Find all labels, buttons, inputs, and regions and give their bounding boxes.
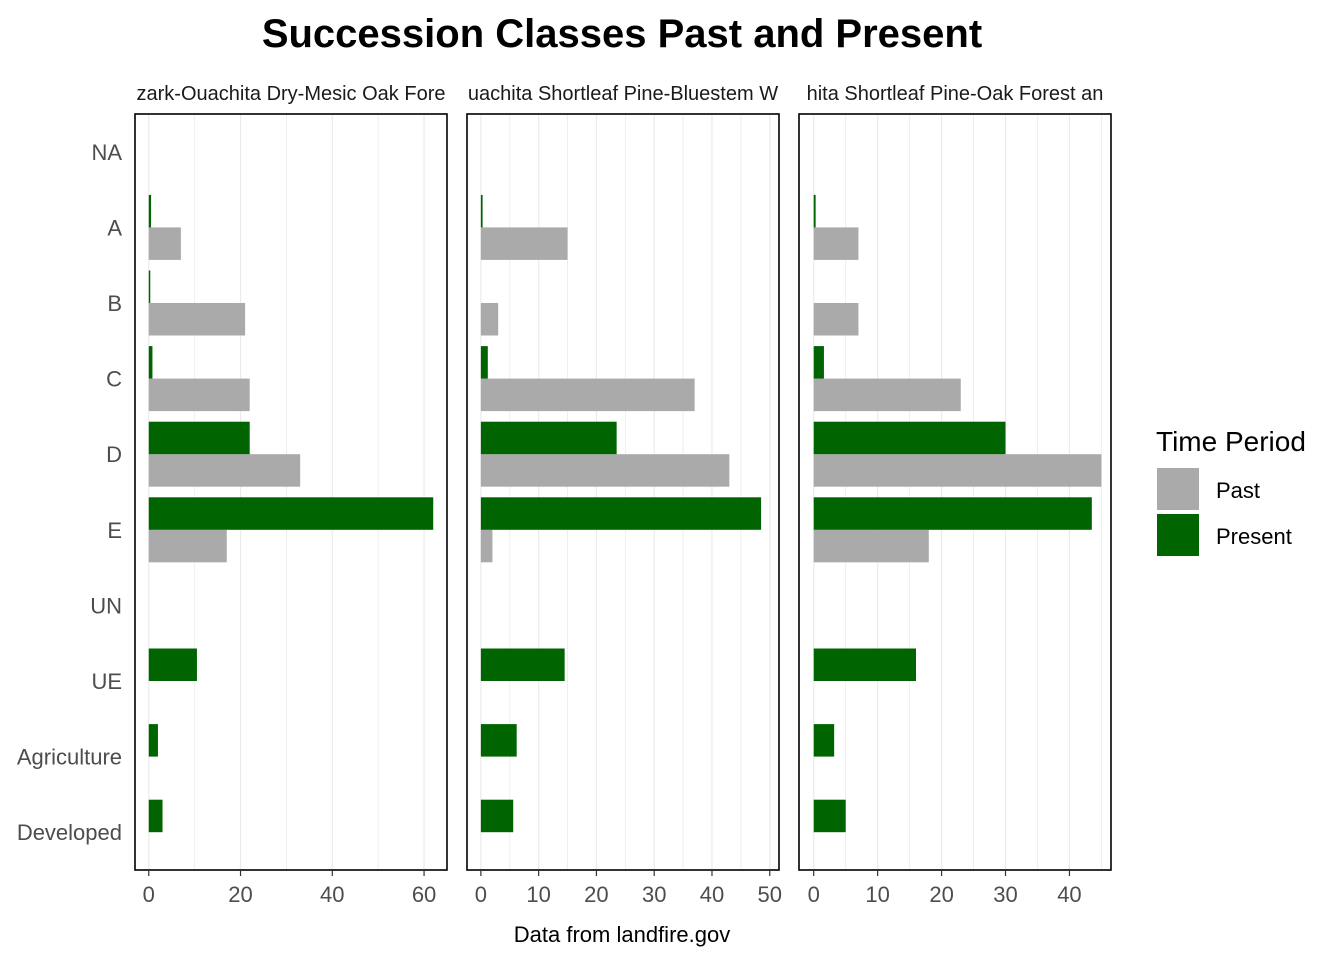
bar-present-ue bbox=[813, 648, 916, 681]
panel-border bbox=[466, 113, 780, 871]
bar-past-a bbox=[148, 227, 181, 260]
y-tick-label-un: UN bbox=[90, 593, 122, 618]
bar-present-ue bbox=[148, 648, 197, 681]
x-tick-label: 30 bbox=[993, 882, 1017, 907]
bar-past-d bbox=[480, 454, 730, 487]
legend-label-past: Past bbox=[1216, 478, 1260, 503]
y-tick-label-b: B bbox=[107, 291, 122, 316]
bar-present-a bbox=[148, 194, 152, 228]
y-tick-label-c: C bbox=[106, 367, 122, 392]
bar-present-c bbox=[813, 346, 824, 379]
bar-past-e bbox=[148, 529, 227, 563]
facet-panels: zark-Ouachita Dry-Mesic Oak Fore 0 20 40 60 u… bbox=[134, 83, 1112, 907]
facet-panel-2: uachita Shortleaf Pine-Bluestem W 0 10 20 30… bbox=[466, 83, 782, 907]
bars bbox=[480, 194, 762, 833]
y-tick-label-na: NA bbox=[91, 140, 122, 165]
y-axis: NA A B C D E UN UE Agriculture Developed bbox=[17, 140, 123, 845]
bar-present-developed bbox=[148, 799, 163, 833]
legend-title: Time Period bbox=[1156, 426, 1306, 457]
chart-title: Succession Classes Past and Present bbox=[262, 12, 982, 56]
bar-present-d bbox=[148, 421, 250, 455]
bar-present-developed bbox=[480, 799, 514, 833]
bar-present-ue bbox=[480, 648, 565, 681]
bar-past-a bbox=[480, 227, 568, 260]
x-tick-label: 10 bbox=[865, 882, 889, 907]
facet-panel-1: zark-Ouachita Dry-Mesic Oak Fore 0 20 40 60 bbox=[134, 83, 448, 907]
y-tick-label-d: D bbox=[106, 442, 122, 467]
bars bbox=[148, 194, 434, 833]
bar-past-c bbox=[148, 378, 250, 412]
bar-present-c bbox=[480, 346, 488, 379]
x-tick-label: 0 bbox=[143, 882, 155, 907]
x-tick-label: 40 bbox=[320, 882, 344, 907]
bar-past-b bbox=[813, 303, 859, 336]
facet-strip-label: zark-Ouachita Dry-Mesic Oak Fore bbox=[137, 83, 446, 105]
x-tick-label: 30 bbox=[642, 882, 666, 907]
y-tick-label-agriculture: Agriculture bbox=[17, 745, 122, 770]
bar-past-e bbox=[480, 529, 493, 563]
bar-past-b bbox=[148, 303, 246, 336]
bar-past-e bbox=[813, 529, 929, 563]
bar-past-d bbox=[813, 454, 1102, 487]
x-tick-label: 40 bbox=[1057, 882, 1081, 907]
facet-strip-label: uachita Shortleaf Pine-Bluestem W bbox=[468, 83, 778, 105]
legend: Time Period Past Present bbox=[1156, 426, 1306, 556]
legend-key-past bbox=[1157, 468, 1199, 510]
facet-panel-3: hita Shortleaf Pine-Oak Forest an 0 10 20 30… bbox=[798, 83, 1112, 907]
x-tick-label: 20 bbox=[228, 882, 252, 907]
legend-label-present: Present bbox=[1216, 524, 1292, 549]
bar-present-d bbox=[480, 421, 617, 455]
bars bbox=[813, 194, 1102, 833]
bar-present-c bbox=[148, 346, 153, 379]
facet-strip-label: hita Shortleaf Pine-Oak Forest an bbox=[807, 83, 1104, 105]
x-tick-label: 10 bbox=[526, 882, 550, 907]
y-tick-label-a: A bbox=[107, 215, 122, 240]
legend-key-present bbox=[1157, 514, 1199, 556]
x-tick-label: 60 bbox=[412, 882, 436, 907]
bar-present-agriculture bbox=[480, 724, 517, 757]
x-tick-label: 20 bbox=[929, 882, 953, 907]
bar-past-a bbox=[813, 227, 859, 260]
panel-border bbox=[134, 113, 448, 871]
bar-present-a bbox=[813, 194, 816, 228]
bar-present-e bbox=[480, 497, 762, 530]
bar-present-d bbox=[813, 421, 1006, 455]
y-tick-label-developed: Developed bbox=[17, 820, 122, 845]
bar-present-agriculture bbox=[813, 724, 835, 757]
x-tick-label: 0 bbox=[808, 882, 820, 907]
x-axis-label: Data from landfire.gov bbox=[514, 922, 730, 947]
x-tick-label: 20 bbox=[584, 882, 608, 907]
bar-present-agriculture bbox=[148, 724, 158, 757]
bar-past-d bbox=[148, 454, 301, 487]
y-tick-label-e: E bbox=[107, 518, 122, 543]
y-tick-label-ue: UE bbox=[91, 669, 122, 694]
panel-border bbox=[798, 113, 1112, 871]
bar-past-c bbox=[480, 378, 695, 412]
x-tick-label: 50 bbox=[758, 882, 782, 907]
bar-present-a bbox=[480, 194, 483, 228]
bar-past-b bbox=[480, 303, 499, 336]
bar-present-developed bbox=[813, 799, 846, 833]
bar-present-e bbox=[813, 497, 1092, 530]
bar-past-c bbox=[813, 378, 961, 412]
bar-present-e bbox=[148, 497, 434, 530]
x-tick-label: 0 bbox=[475, 882, 487, 907]
x-tick-label: 40 bbox=[700, 882, 724, 907]
bar-present-b bbox=[148, 270, 151, 303]
